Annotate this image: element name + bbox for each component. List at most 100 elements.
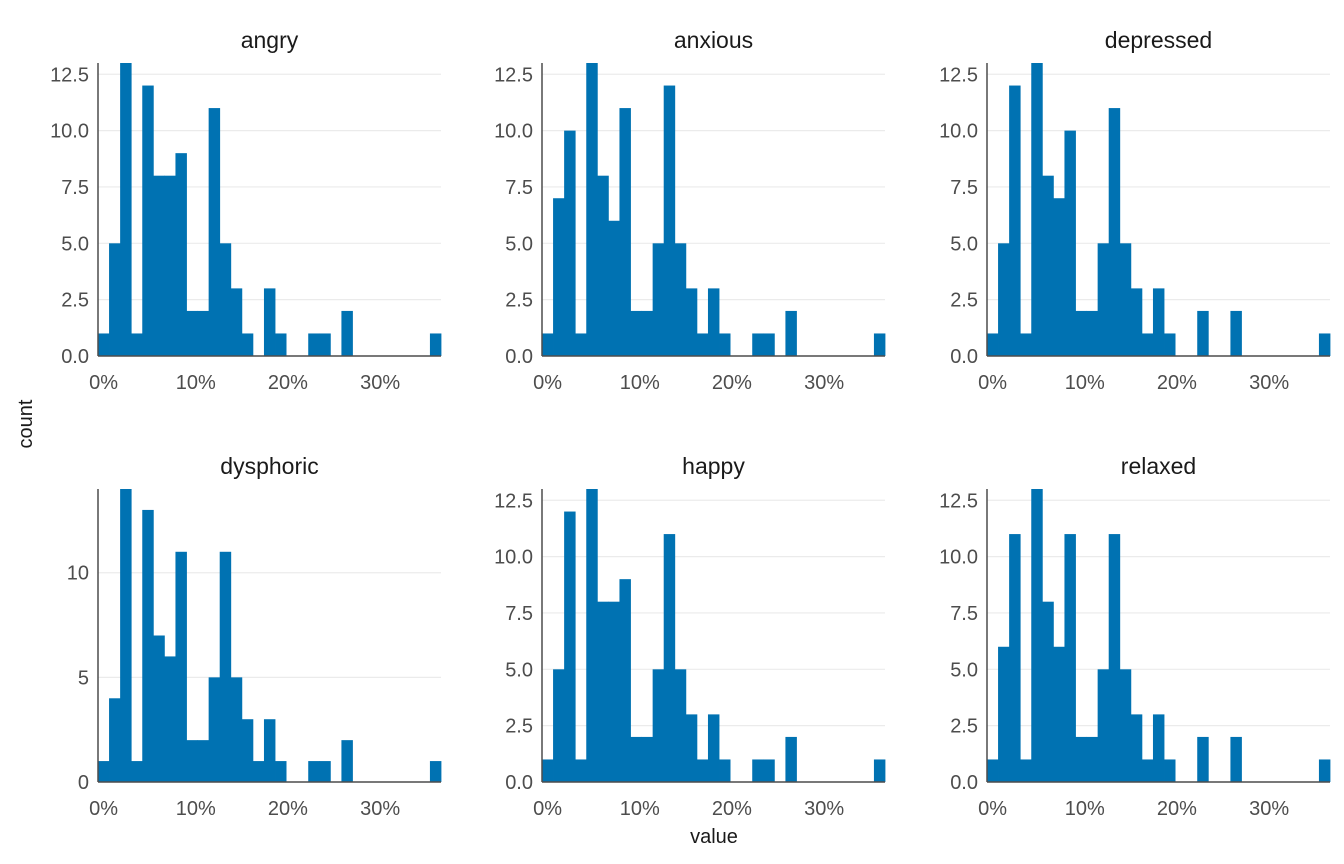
y-tick-label: 7.5 [950,603,978,625]
y-tick-label: 5 [78,667,89,689]
y-tick-label: 10.0 [494,547,533,569]
histogram-bar [1020,759,1032,782]
histogram-bar [186,740,198,782]
y-tick-label: 12.5 [494,490,533,512]
histogram-bar [987,759,999,782]
x-tick-label: 30% [360,798,400,820]
histogram-bar [719,333,731,356]
x-tick-label: 30% [804,798,844,820]
histogram-bar [575,333,587,356]
histogram-bar [1086,736,1099,782]
histogram-bar [652,243,665,356]
histogram-bar [998,646,1010,782]
histogram-bar [1130,288,1143,356]
histogram-bar [553,669,565,782]
histogram-bar [696,333,709,356]
histogram-bar [1141,333,1154,356]
y-tick-label: 2.5 [505,716,533,738]
histogram-bar [197,740,210,782]
histogram-bar [1152,714,1165,782]
y-tick-label: 12.5 [494,64,533,86]
histogram-bar [208,677,221,782]
histogram-bar [153,175,165,356]
x-tick-label: 0% [533,372,562,394]
histogram-bar [341,740,353,782]
x-tick-label: 0% [89,798,118,820]
y-tick-label: 0.0 [505,346,533,368]
histogram-bar [873,759,886,782]
histogram-bar [219,243,232,356]
histogram-bar [707,288,720,356]
histogram-bar [542,759,554,782]
histogram-bar [1097,243,1110,356]
y-tick-label: 2.5 [950,290,978,312]
histogram-bar [586,489,598,782]
histogram-bar [341,310,353,356]
histogram-bar [619,108,631,356]
histogram-bar [1230,310,1242,356]
histogram-bar [608,220,620,356]
histogram-bar [652,669,665,782]
histogram-bar [696,759,709,782]
x-tick-label: 30% [804,372,844,394]
histogram-bar [685,714,698,782]
histogram-bar [1020,333,1032,356]
histogram-bar [1119,669,1132,782]
panel-relaxed: relaxed 0.0 2.5 5.0 7.5 10.0 12.5 0% 10% 20% 30% [939,453,1331,820]
histogram-bar [641,736,654,782]
x-tick-label: 30% [1249,798,1289,820]
histogram-bar [275,333,287,356]
histogram-bar [109,698,121,782]
histogram-bar [241,719,254,782]
histogram-bar [1075,310,1087,356]
histogram-bar [674,669,687,782]
histogram-bar [752,333,764,356]
histogram-bar [564,130,576,356]
histogram-bar [630,310,642,356]
x-tick-label: 20% [1157,798,1197,820]
histogram-bar [1086,310,1099,356]
y-tick-label: 2.5 [61,290,89,312]
x-tick-label: 20% [268,372,308,394]
y-tick-label: 10 [67,563,89,585]
y-tick-label: 5.0 [950,233,978,255]
histogram-bar [98,761,110,782]
histogram-bar [120,489,132,782]
histogram-bar [1197,736,1209,782]
histogram-bar [763,333,775,356]
panel-title: happy [682,453,745,479]
y-tick-label: 10.0 [50,121,89,143]
x-tick-label: 30% [1249,372,1289,394]
histogram-bar [230,288,243,356]
histogram-bar [319,761,331,782]
panel-angry: angry 0.0 2.5 5.0 7.5 10.0 12.5 0% 10% 20% 30% [50,27,442,394]
y-tick-label: 10.0 [939,547,978,569]
histogram-bar [197,310,210,356]
histogram-bar [785,310,797,356]
histogram-bar [987,333,999,356]
x-tick-label: 20% [268,798,308,820]
x-tick-label: 10% [1065,798,1105,820]
y-tick-label: 7.5 [950,177,978,199]
histogram-bar [263,288,276,356]
histogram-bar [597,601,609,782]
histogram-bar [208,108,221,356]
histogram-bar [785,736,797,782]
y-tick-label: 0.0 [950,346,978,368]
histogram-bar [1108,108,1121,356]
histogram-bar [1152,288,1165,356]
y-tick-label: 7.5 [505,177,533,199]
x-tick-label: 0% [978,372,1007,394]
histogram-bar [597,175,609,356]
histogram-bar [1164,333,1176,356]
x-tick-label: 20% [712,372,752,394]
y-tick-label: 12.5 [939,64,978,86]
y-tick-label: 12.5 [50,64,89,86]
histogram-bar [219,551,232,782]
histogram-bar [186,310,198,356]
histogram-bar [1053,646,1065,782]
panel-title: dysphoric [220,453,318,479]
histogram-bar [120,63,132,356]
histogram-bar [230,677,243,782]
